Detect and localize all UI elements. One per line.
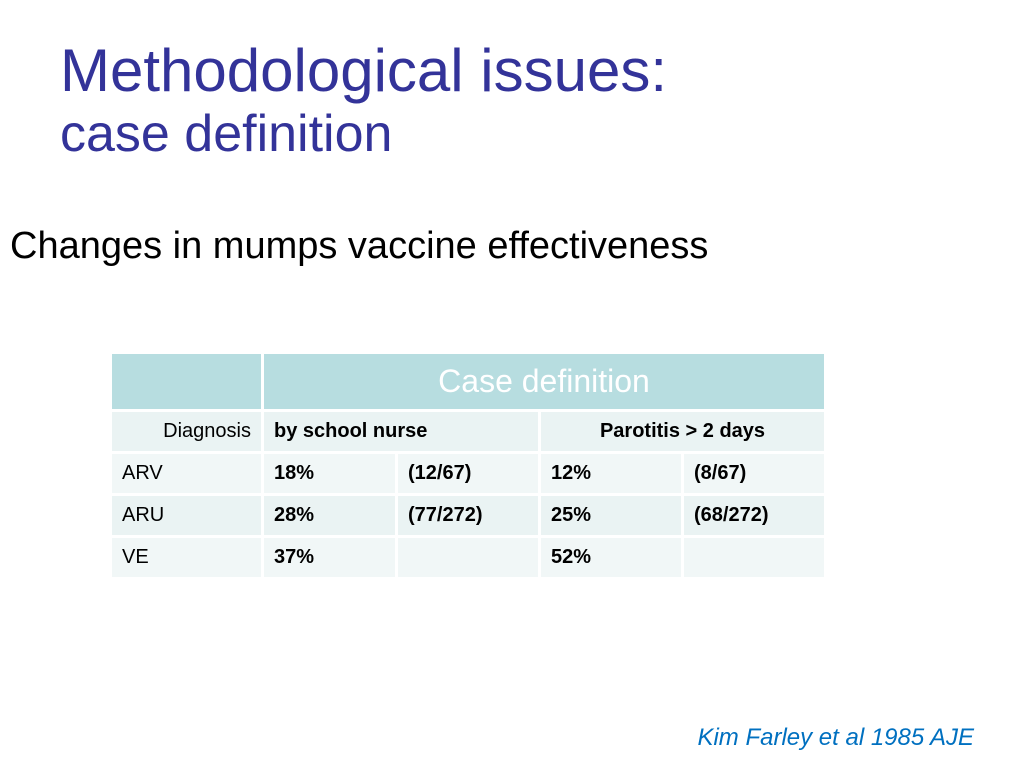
ve-table: Case definition Diagnosis by school nurs… [109,351,827,580]
table-header-row: Case definition [109,351,827,412]
school-nurse-header: by school nurse [261,409,541,454]
slide-title-line2: case definition [60,105,393,163]
table-cell [681,535,827,580]
table-cell: (77/272) [395,493,541,538]
table-cell: (12/67) [395,451,541,496]
slide-title-line1: Methodological issues: [60,37,668,104]
table-cell: 52% [538,535,684,580]
slide-title: Methodological issues: case definition [60,38,667,164]
row-label: ARV [109,451,264,496]
table-cell: 28% [261,493,398,538]
row-label: ARU [109,493,264,538]
citation: Kim Farley et al 1985 AJE [697,724,974,751]
table-row: VE 37% 52% [109,535,827,580]
table-cell: (8/67) [681,451,827,496]
table-cell: (68/272) [681,493,827,538]
diagnosis-label: Diagnosis [109,409,264,454]
parotitis-header: Parotitis > 2 days [538,409,827,454]
table-cell: 18% [261,451,398,496]
table-cell: 12% [538,451,684,496]
table-cell [395,535,541,580]
slide-subtitle: Changes in mumps vaccine effectiveness [10,225,709,267]
table-subheader-row: Diagnosis by school nurse Parotitis > 2 … [109,409,827,454]
table-header-cell: Case definition [261,351,827,412]
table-header-label: Case definition [438,363,650,399]
row-label: VE [109,535,264,580]
table-cell: 25% [538,493,684,538]
table-row: ARV 18% (12/67) 12% (8/67) [109,451,827,496]
table-row: ARU 28% (77/272) 25% (68/272) [109,493,827,538]
table-cell: 37% [261,535,398,580]
table-header-empty-cell [109,351,264,412]
